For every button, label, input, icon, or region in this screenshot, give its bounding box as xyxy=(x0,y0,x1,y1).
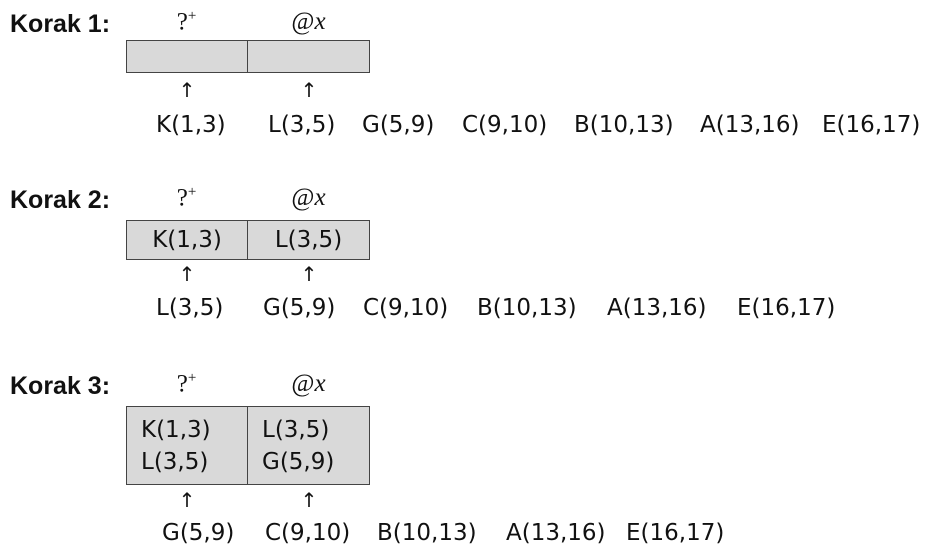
buffer-box: K(1,3) L(3,5) xyxy=(126,220,370,260)
header-op-superscript: + xyxy=(187,8,197,24)
interval-item: B(10,13) xyxy=(574,112,674,138)
buffer-entry: L(3,5) xyxy=(274,227,343,253)
buffer-entry: L(3,5) xyxy=(262,416,330,443)
header-op-superscript: + xyxy=(187,370,197,386)
interval-item: G(5,9) xyxy=(263,295,336,321)
up-arrow-icon: ↑ xyxy=(178,262,196,286)
interval-item: E(16,17) xyxy=(626,520,725,546)
buffer-entry: L(3,5) xyxy=(141,448,209,475)
interval-item: E(16,17) xyxy=(822,112,921,138)
up-arrow-icon: ↑ xyxy=(178,488,196,512)
interval-item: G(5,9) xyxy=(362,112,435,138)
interval-item: L(3,5) xyxy=(156,295,224,321)
interval-item: C(9,10) xyxy=(363,295,449,321)
buffer-cell-left: K(1,3) xyxy=(127,221,248,259)
interval-item: B(10,13) xyxy=(477,295,577,321)
buffer-entry: K(1,3) xyxy=(141,416,211,443)
column-header-right: @x xyxy=(248,8,369,36)
buffer-cell-right xyxy=(248,41,369,72)
column-header-left: ?+ xyxy=(126,184,247,212)
step-label: Korak 1: xyxy=(10,10,111,38)
header-at-prefix: @ xyxy=(291,370,315,397)
header-at-var: x xyxy=(314,8,326,35)
header-op-symbol: ? xyxy=(176,8,188,36)
buffer-cell-left xyxy=(127,41,248,72)
up-arrow-icon: ↑ xyxy=(300,488,318,512)
up-arrow-icon: ↑ xyxy=(178,78,196,102)
header-op-symbol: ? xyxy=(176,370,188,398)
buffer-cell-left: K(1,3) L(3,5) xyxy=(127,407,248,484)
interval-item: L(3,5) xyxy=(268,112,336,138)
buffer-box: K(1,3) L(3,5) L(3,5) G(5,9) xyxy=(126,406,370,485)
up-arrow-icon: ↑ xyxy=(300,262,318,286)
buffer-entry: G(5,9) xyxy=(262,448,335,475)
interval-item: A(13,16) xyxy=(700,112,800,138)
buffer-cell-right: L(3,5) xyxy=(248,221,369,259)
step-label: Korak 2: xyxy=(10,186,111,214)
interval-item: E(16,17) xyxy=(737,295,836,321)
column-header-left: ?+ xyxy=(126,8,247,36)
interval-item: C(9,10) xyxy=(265,520,351,546)
header-at-var: x xyxy=(314,184,326,211)
buffer-box xyxy=(126,40,370,73)
header-op-superscript: + xyxy=(187,184,197,200)
column-header-right: @x xyxy=(248,370,369,398)
interval-item: G(5,9) xyxy=(162,520,235,546)
header-at-var: x xyxy=(314,370,326,397)
interval-item: K(1,3) xyxy=(156,112,226,138)
column-header-right: @x xyxy=(248,184,369,212)
header-at-prefix: @ xyxy=(291,184,315,211)
interval-item: C(9,10) xyxy=(462,112,548,138)
column-header-left: ?+ xyxy=(126,370,247,398)
interval-item: A(13,16) xyxy=(607,295,707,321)
header-op-symbol: ? xyxy=(176,184,188,212)
header-at-prefix: @ xyxy=(291,8,315,35)
buffer-entry: K(1,3) xyxy=(152,227,222,253)
interval-item: A(13,16) xyxy=(506,520,606,546)
interval-item: B(10,13) xyxy=(377,520,477,546)
step-label: Korak 3: xyxy=(10,372,111,400)
up-arrow-icon: ↑ xyxy=(300,78,318,102)
buffer-cell-right: L(3,5) G(5,9) xyxy=(248,407,369,484)
